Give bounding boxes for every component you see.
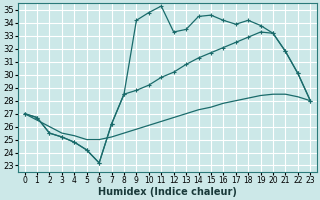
X-axis label: Humidex (Indice chaleur): Humidex (Indice chaleur): [98, 187, 237, 197]
